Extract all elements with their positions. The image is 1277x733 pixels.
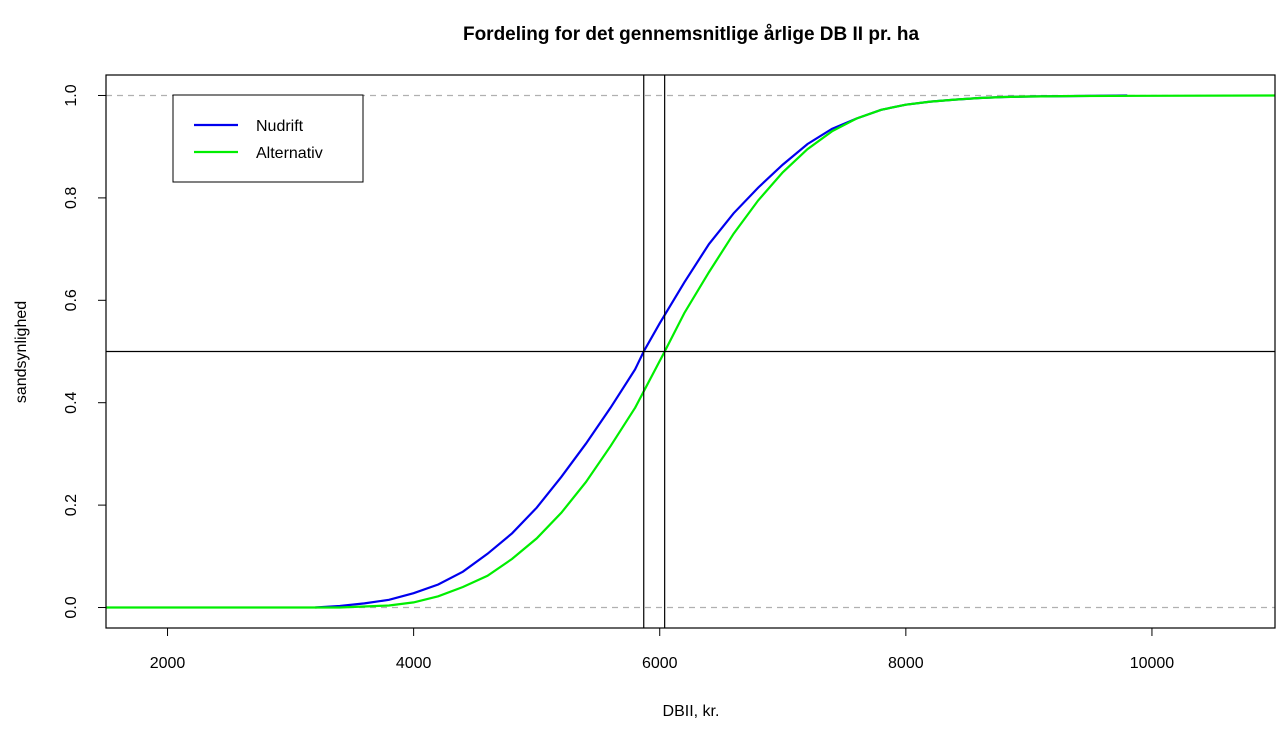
x-axis: 2000 4000 6000 8000 10000 [150, 628, 1175, 672]
y-tick-label: 0.4 [63, 391, 80, 413]
y-axis: 0.0 0.2 0.4 0.6 0.8 1.0 [63, 84, 106, 619]
y-tick-label: 1.0 [63, 84, 80, 106]
legend-label-nudrift: Nudrift [256, 118, 304, 135]
legend-label-alternativ: Alternativ [256, 145, 323, 162]
y-tick-label: 0.8 [63, 187, 80, 209]
x-tick-label: 2000 [150, 655, 186, 672]
legend-box [172, 94, 364, 183]
x-tick-label: 6000 [642, 655, 678, 672]
legend: Nudrift Alternativ [172, 94, 364, 183]
y-axis-label: sandsynlighed [13, 301, 30, 403]
x-tick-label: 8000 [888, 655, 924, 672]
x-tick-label: 4000 [396, 655, 432, 672]
y-tick-label: 0.6 [63, 289, 80, 311]
y-tick-label: 0.0 [63, 596, 80, 618]
plot-frame [105, 74, 1276, 629]
x-axis-label: DBII, kr. [663, 703, 720, 720]
plot-area [106, 75, 1276, 628]
x-tick-label: 10000 [1130, 655, 1175, 672]
series-line-alternativ [106, 94, 1276, 609]
chart-title: Fordeling for det gennemsnitlige årlige … [463, 24, 919, 45]
y-tick-label: 0.2 [63, 494, 80, 516]
